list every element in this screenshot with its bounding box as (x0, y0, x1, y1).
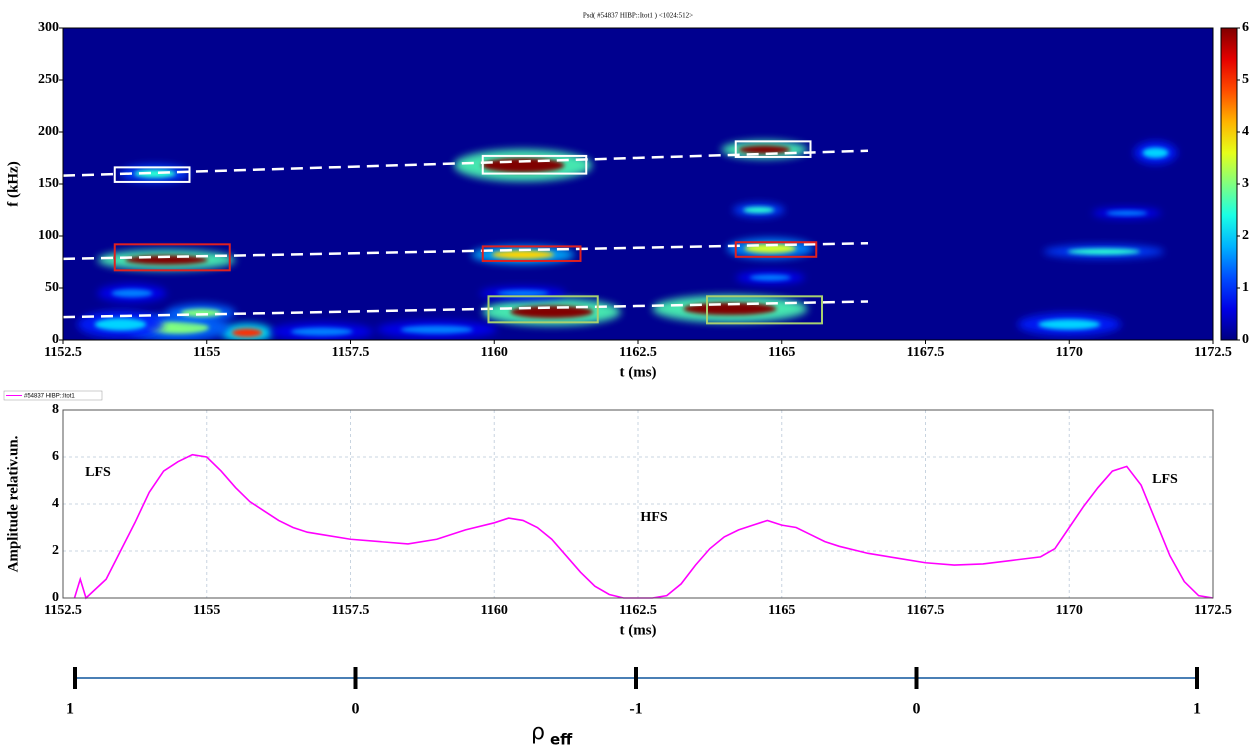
colorbar-tick-label: 6 (1242, 20, 1249, 35)
highlight-box (481, 154, 588, 175)
y-tick-label: 100 (38, 228, 59, 243)
x-tick-label: 1167.5 (907, 603, 945, 618)
blob (491, 250, 555, 259)
spectrogram-title: Psd( #54837 HIBP::Itot1 ) <1024:512> (583, 12, 693, 20)
y-tick-label: 6 (52, 449, 59, 464)
x-tick-label: 1157.5 (332, 345, 370, 360)
x-tick-label: 1157.5 (332, 603, 370, 618)
annotation: LFS (1152, 472, 1178, 487)
annotation: HFS (640, 510, 667, 525)
x-axis-label: t (ms) (619, 364, 656, 380)
y-tick-label: 300 (38, 20, 59, 35)
plot-background (63, 410, 1213, 598)
heatmap-layer (77, 140, 1178, 340)
x-tick-label: 1155 (193, 603, 220, 618)
y-tick-label: 250 (38, 72, 59, 87)
highlight-box (487, 295, 599, 324)
blob (738, 145, 791, 154)
x-tick-label: 1172.5 (1194, 345, 1232, 360)
y-axis-label: Amplitude relativ.un. (5, 435, 21, 572)
x-tick-label: 1170 (1056, 603, 1083, 618)
blob (743, 206, 775, 214)
y-tick-label: 2 (52, 543, 59, 558)
blob (1106, 210, 1148, 216)
y-axis-label: f (kHz) (5, 161, 21, 206)
x-tick-label: 1172.5 (1194, 603, 1232, 618)
highlight-box (113, 243, 231, 272)
blob (111, 289, 153, 298)
colorbar-tick-label: 2 (1242, 228, 1249, 243)
x-tick-label: 1170 (1056, 345, 1083, 360)
rho-axis-subscript: eff (550, 731, 573, 747)
rho-tick-label: 1 (1193, 701, 1201, 718)
plot-frame (62, 409, 1214, 599)
x-axis-label: t (ms) (619, 622, 656, 638)
legend-box (3, 390, 103, 401)
blob (1142, 147, 1169, 158)
blob (1067, 248, 1140, 255)
rho-tick-label: 0 (913, 701, 921, 718)
blob (1038, 319, 1101, 330)
x-tick-label: 1165 (768, 603, 795, 618)
blob (497, 290, 549, 297)
x-tick-label: 1165 (768, 345, 795, 360)
colorbar (1220, 27, 1238, 341)
trend-line (62, 242, 869, 261)
colorbar-tick-label: 5 (1242, 72, 1249, 87)
highlight-box (481, 245, 582, 262)
y-tick-label: 50 (45, 280, 59, 295)
y-tick-label: 200 (38, 124, 59, 139)
highlight-box (734, 241, 818, 258)
highlight-box (706, 295, 823, 325)
y-tick-label: 0 (52, 332, 59, 347)
plot-frame (62, 27, 1214, 341)
blob (290, 327, 353, 336)
y-tick-label: 8 (52, 402, 59, 417)
x-tick-label: 1162.5 (619, 603, 657, 618)
x-tick-label: 1160 (481, 603, 508, 618)
trend-line (62, 300, 869, 319)
rho-axis-label: ρ (531, 720, 545, 745)
plot-background (63, 28, 1213, 340)
highlight-box (734, 140, 812, 158)
x-tick-label: 1152.5 (44, 345, 82, 360)
colorbar-tick-label: 1 (1242, 280, 1249, 295)
blob (231, 328, 263, 337)
blob (749, 274, 791, 281)
rho-tick-label: -1 (629, 701, 642, 718)
colorbar-tick-label: 3 (1242, 176, 1249, 191)
colorbar-tick-label: 4 (1242, 124, 1249, 139)
x-tick-label: 1160 (481, 345, 508, 360)
legend-label: #54837 HIBP::Itot1 (24, 394, 75, 400)
trend-line (62, 149, 869, 177)
highlight-box (113, 166, 191, 183)
x-tick-label: 1155 (193, 345, 220, 360)
x-tick-label: 1152.5 (44, 603, 82, 618)
colorbar-tick-label: 0 (1242, 332, 1249, 347)
blob (180, 308, 222, 318)
blob (510, 305, 594, 319)
blob (400, 325, 473, 334)
rho-tick-label: 0 (352, 701, 360, 718)
blob (94, 318, 147, 331)
y-tick-label: 0 (52, 590, 59, 605)
y-tick-label: 4 (52, 496, 59, 511)
x-tick-label: 1167.5 (907, 345, 945, 360)
rho-tick-label: 1 (66, 701, 74, 718)
x-tick-label: 1162.5 (619, 345, 657, 360)
y-tick-label: 150 (38, 176, 59, 191)
annotation: LFS (85, 465, 111, 480)
